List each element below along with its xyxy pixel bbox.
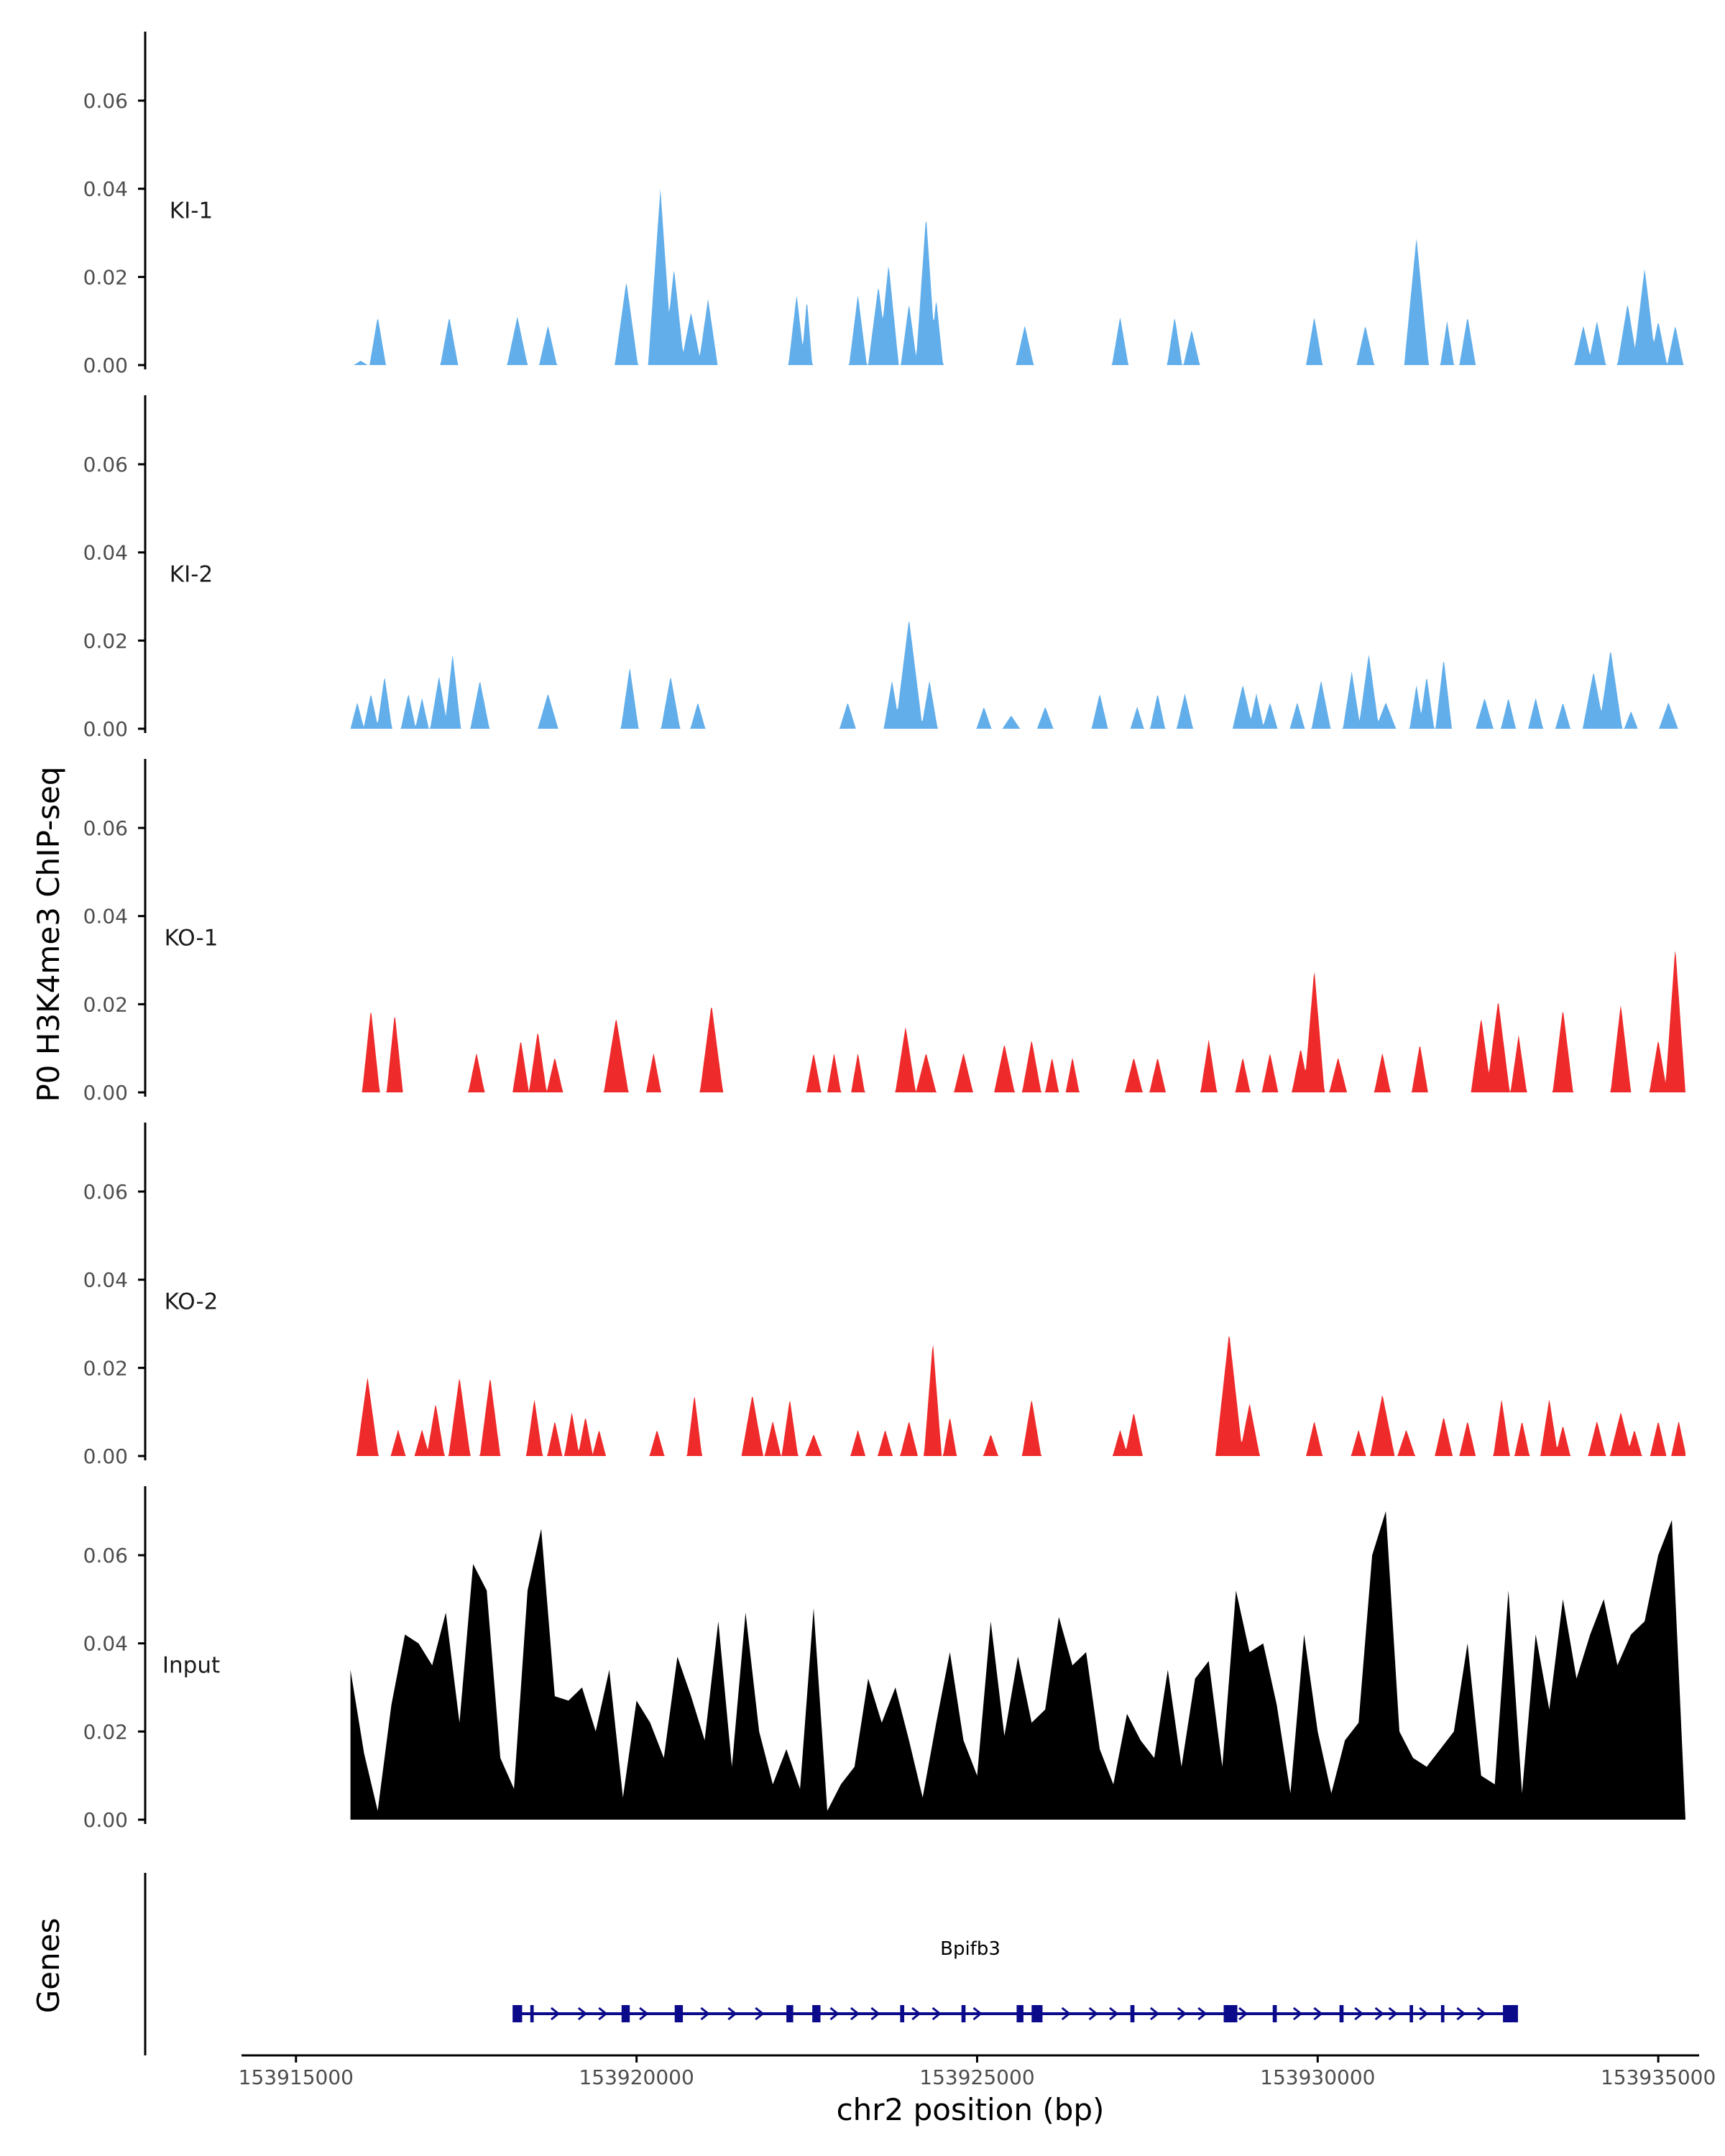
gene-panel	[144, 1873, 1518, 2055]
strand-arrow	[1149, 2007, 1160, 2021]
x-axis-title: chr2 position (bp)	[837, 2092, 1105, 2127]
exon-block	[1031, 2005, 1043, 2022]
strand-arrow	[932, 2007, 942, 2021]
y-tick-label: 0.04	[83, 905, 128, 929]
y-tick-label: 0.02	[83, 629, 128, 653]
exon-block	[621, 2005, 630, 2022]
y-tick-label: 0.06	[83, 89, 128, 113]
y-tick-label: 0.02	[83, 992, 128, 1016]
strand-arrow	[755, 2007, 765, 2021]
track-label: Input	[162, 1652, 220, 1678]
strand-arrow	[1061, 2007, 1072, 2021]
gene-label: Bpifb3	[940, 1938, 1000, 1960]
exon-block	[1272, 2005, 1277, 2022]
y-tick-label: 0.00	[83, 1808, 128, 1832]
strand-arrow	[727, 2007, 737, 2021]
strand-arrow	[1313, 2007, 1323, 2021]
strand-arrow	[1374, 2007, 1385, 2021]
signal-area	[350, 1511, 1686, 1820]
y-axis-title: P0 H3K4me3 ChIP-seq	[31, 766, 66, 1102]
signal-area	[350, 951, 1686, 1092]
signal-area	[350, 1336, 1686, 1456]
genes-axis-title: Genes	[31, 1918, 66, 2014]
y-tick-label: 0.00	[83, 1081, 128, 1105]
strand-arrow	[1476, 2007, 1487, 2021]
y-tick-label: 0.04	[83, 1632, 128, 1656]
exon-block	[1503, 2005, 1518, 2022]
exon-block	[900, 2005, 905, 2022]
y-tick-label: 0.04	[83, 541, 128, 565]
track-ki-1: 0.00 0.02 0.04 0.06 KI-1	[83, 32, 1686, 377]
y-tick-label: 0.02	[83, 1356, 128, 1380]
track-label: KI-2	[170, 561, 213, 587]
strand-arrow	[850, 2007, 860, 2021]
y-tick-label: 0.02	[83, 265, 128, 289]
track-ko-2: 0.00 0.02 0.04 0.06 KO-2	[83, 1123, 1686, 1468]
x-axis: 153915000 153920000 153925000 153930000 1539…	[239, 2054, 1716, 2089]
y-tick-label: 0.04	[83, 178, 128, 201]
signal-area	[350, 188, 1686, 365]
strand-arrow	[972, 2007, 983, 2021]
signal-tracks: 0.00 0.02 0.04 0.06 KI-1 0.00 0.02 0.04 0.06 KI-2…	[83, 32, 1686, 1832]
strand-arrow	[1238, 2007, 1248, 2021]
track-label: KI-1	[170, 198, 213, 224]
y-tick-label: 0.06	[83, 816, 128, 840]
track-label: KO-2	[165, 1289, 218, 1314]
strand-arrow	[700, 2007, 710, 2021]
track-ko-1: 0.00 0.02 0.04 0.06 KO-1	[83, 759, 1686, 1105]
exon-block	[786, 2005, 794, 2022]
exon-block	[1130, 2005, 1135, 2022]
track-input: 0.00 0.02 0.04 0.06 Input	[83, 1486, 1686, 1832]
track-ki-2: 0.00 0.02 0.04 0.06 KI-2	[83, 395, 1686, 741]
strand-arrow	[1088, 2007, 1098, 2021]
exon-block	[1339, 2005, 1344, 2022]
y-tick-label: 0.00	[83, 717, 128, 741]
x-tick-label: 153925000	[919, 2065, 1034, 2089]
y-tick-label: 0.04	[83, 1268, 128, 1292]
exon-block	[674, 2005, 684, 2022]
exon-block	[1440, 2005, 1445, 2022]
strand-arrow	[550, 2007, 561, 2021]
strand-arrow	[1456, 2007, 1466, 2021]
y-tick-label: 0.06	[83, 453, 128, 476]
strand-arrow	[1109, 2007, 1119, 2021]
x-tick-label: 153935000	[1601, 2065, 1716, 2089]
signal-area	[350, 620, 1686, 729]
exon-block	[1223, 2005, 1238, 2022]
strand-arrow	[1292, 2007, 1303, 2021]
exon-block	[512, 2005, 523, 2022]
exon-block	[1016, 2005, 1024, 2022]
strand-arrow	[870, 2007, 880, 2021]
exon-block	[1409, 2005, 1413, 2022]
y-tick-label: 0.00	[83, 354, 128, 377]
x-tick-label: 153915000	[239, 2065, 354, 2089]
strand-arrow	[1177, 2007, 1187, 2021]
y-tick-label: 0.06	[83, 1180, 128, 1204]
strand-arrow	[911, 2007, 921, 2021]
strand-arrow	[1419, 2007, 1429, 2021]
exon-block	[961, 2005, 966, 2022]
y-tick-label: 0.00	[83, 1445, 128, 1468]
y-tick-label: 0.06	[83, 1544, 128, 1567]
strand-arrow	[1388, 2007, 1398, 2021]
track-label: KO-1	[165, 925, 218, 951]
strand-arrow	[577, 2007, 588, 2021]
exon-block	[530, 2005, 534, 2022]
strand-arrow	[829, 2007, 840, 2021]
x-tick-label: 153930000	[1260, 2065, 1375, 2089]
y-tick-label: 0.02	[83, 1720, 128, 1743]
strand-arrow	[1197, 2007, 1208, 2021]
exon-block	[812, 2005, 821, 2022]
strand-arrow	[639, 2007, 649, 2021]
x-tick-label: 153920000	[579, 2065, 694, 2089]
strand-arrow	[1354, 2007, 1364, 2021]
strand-arrow	[598, 2007, 608, 2021]
